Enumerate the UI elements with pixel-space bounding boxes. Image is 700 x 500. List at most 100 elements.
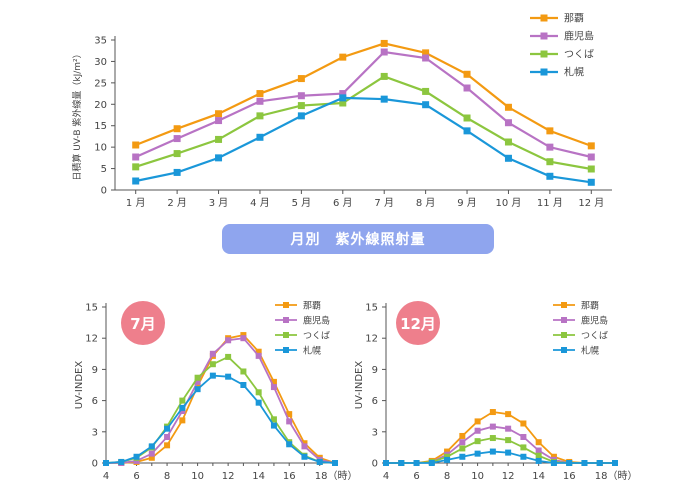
data-point [215,117,223,125]
y-tick-label: 15 [365,303,378,314]
series-line [106,337,336,464]
legend-marker [540,14,548,22]
data-point [550,460,557,466]
legend-label: 札幌 [581,345,599,357]
x-tick-label: 4 [383,471,389,482]
data-point [474,427,481,434]
series-line [135,75,592,171]
data-point [489,448,496,455]
data-point [301,453,308,460]
data-point [301,440,308,447]
chart-monthly: 0 5 10 15 20 25 30 35 1 月 2 月 3 月 4 月 5 月 6 月 7 月 8 月 9 … [71,13,612,209]
data-point [422,87,430,95]
y-tick-label: 15 [85,303,98,314]
legend-label: つくば [564,49,594,61]
data-point [504,138,512,146]
data-point [225,353,232,360]
data-point [173,168,181,176]
series-line [105,374,336,464]
data-point [339,53,347,61]
data-point [422,49,430,57]
x-tick-label: 10 月 [496,197,522,209]
data-point [444,448,451,455]
data-point [118,458,125,465]
legend-label: 那覇 [581,301,599,312]
data-point [286,411,293,418]
legend-marker [561,302,567,308]
data-point [297,112,305,120]
data-point [474,418,481,425]
data-point [179,404,186,411]
data-point [179,397,186,404]
x-tick-label: 2 月 [167,197,187,209]
data-point [383,460,389,466]
x-tick-label: 12 [222,471,235,482]
data-point [194,386,201,393]
legend-marker [561,317,567,323]
data-point [209,361,216,368]
series-line [386,437,615,464]
y-tick-label: 25 [94,78,107,89]
y-tick-label: 15 [94,121,107,132]
x-tick-label: 12 [502,471,515,482]
x-tick-label: 8 [164,471,170,482]
x-tick-label: 6 [133,471,139,482]
data-point [256,97,264,105]
series-0 [383,409,618,466]
legend-label: つくば [303,331,330,342]
x-tick-label: 6 月 [333,197,353,209]
data-point [596,460,603,466]
data-point [535,457,542,464]
data-point [256,112,264,120]
x-tick-label: 14 [252,471,265,482]
y-tick-label: 6 [372,396,378,407]
data-point [133,457,140,464]
data-point [148,443,155,450]
data-point [612,460,618,466]
y-tick-label: 3 [372,427,378,438]
data-point [255,352,262,359]
x-tick-label: 18（時） [595,470,638,482]
data-point [316,458,323,465]
data-point [225,337,232,344]
data-point [209,372,216,379]
x-tick-label: 3 月 [209,197,229,209]
month-badge [396,301,440,345]
legend-marker [540,50,548,58]
data-point [587,165,595,173]
series-line [105,355,336,464]
data-point [413,460,420,466]
month-badge-label: 12月 [400,315,436,333]
data-point [546,143,554,151]
y-tick-label: 20 [94,100,107,111]
data-point [459,432,466,439]
data-point [505,411,512,418]
data-point [520,453,527,460]
data-point [255,348,262,355]
data-point [164,434,171,440]
y-tick-label: 6 [92,396,98,407]
data-point [270,384,277,391]
legend-label: 札幌 [564,66,584,79]
y-tick-label: 30 [94,57,107,68]
data-point [587,178,595,186]
x-tick-label: 5 月 [292,197,312,209]
data-point [255,399,262,406]
monthly-uv-banner: 月別 紫外線照射量 [222,224,494,254]
legend-marker [561,332,567,338]
data-point [459,453,466,460]
x-tick-label: 9 月 [457,197,477,209]
x-tick-label: 10 [191,471,204,482]
data-point [194,374,201,381]
series-line [386,411,615,464]
x-tick-label: 18（時） [315,470,358,482]
data-point [297,92,305,100]
data-point [380,48,388,56]
x-tick-label: 8 月 [416,197,436,209]
legend-label: つくば [581,331,608,342]
x-tick-label: 7 月 [374,197,394,209]
data-point [520,434,527,440]
series-line [106,334,336,464]
